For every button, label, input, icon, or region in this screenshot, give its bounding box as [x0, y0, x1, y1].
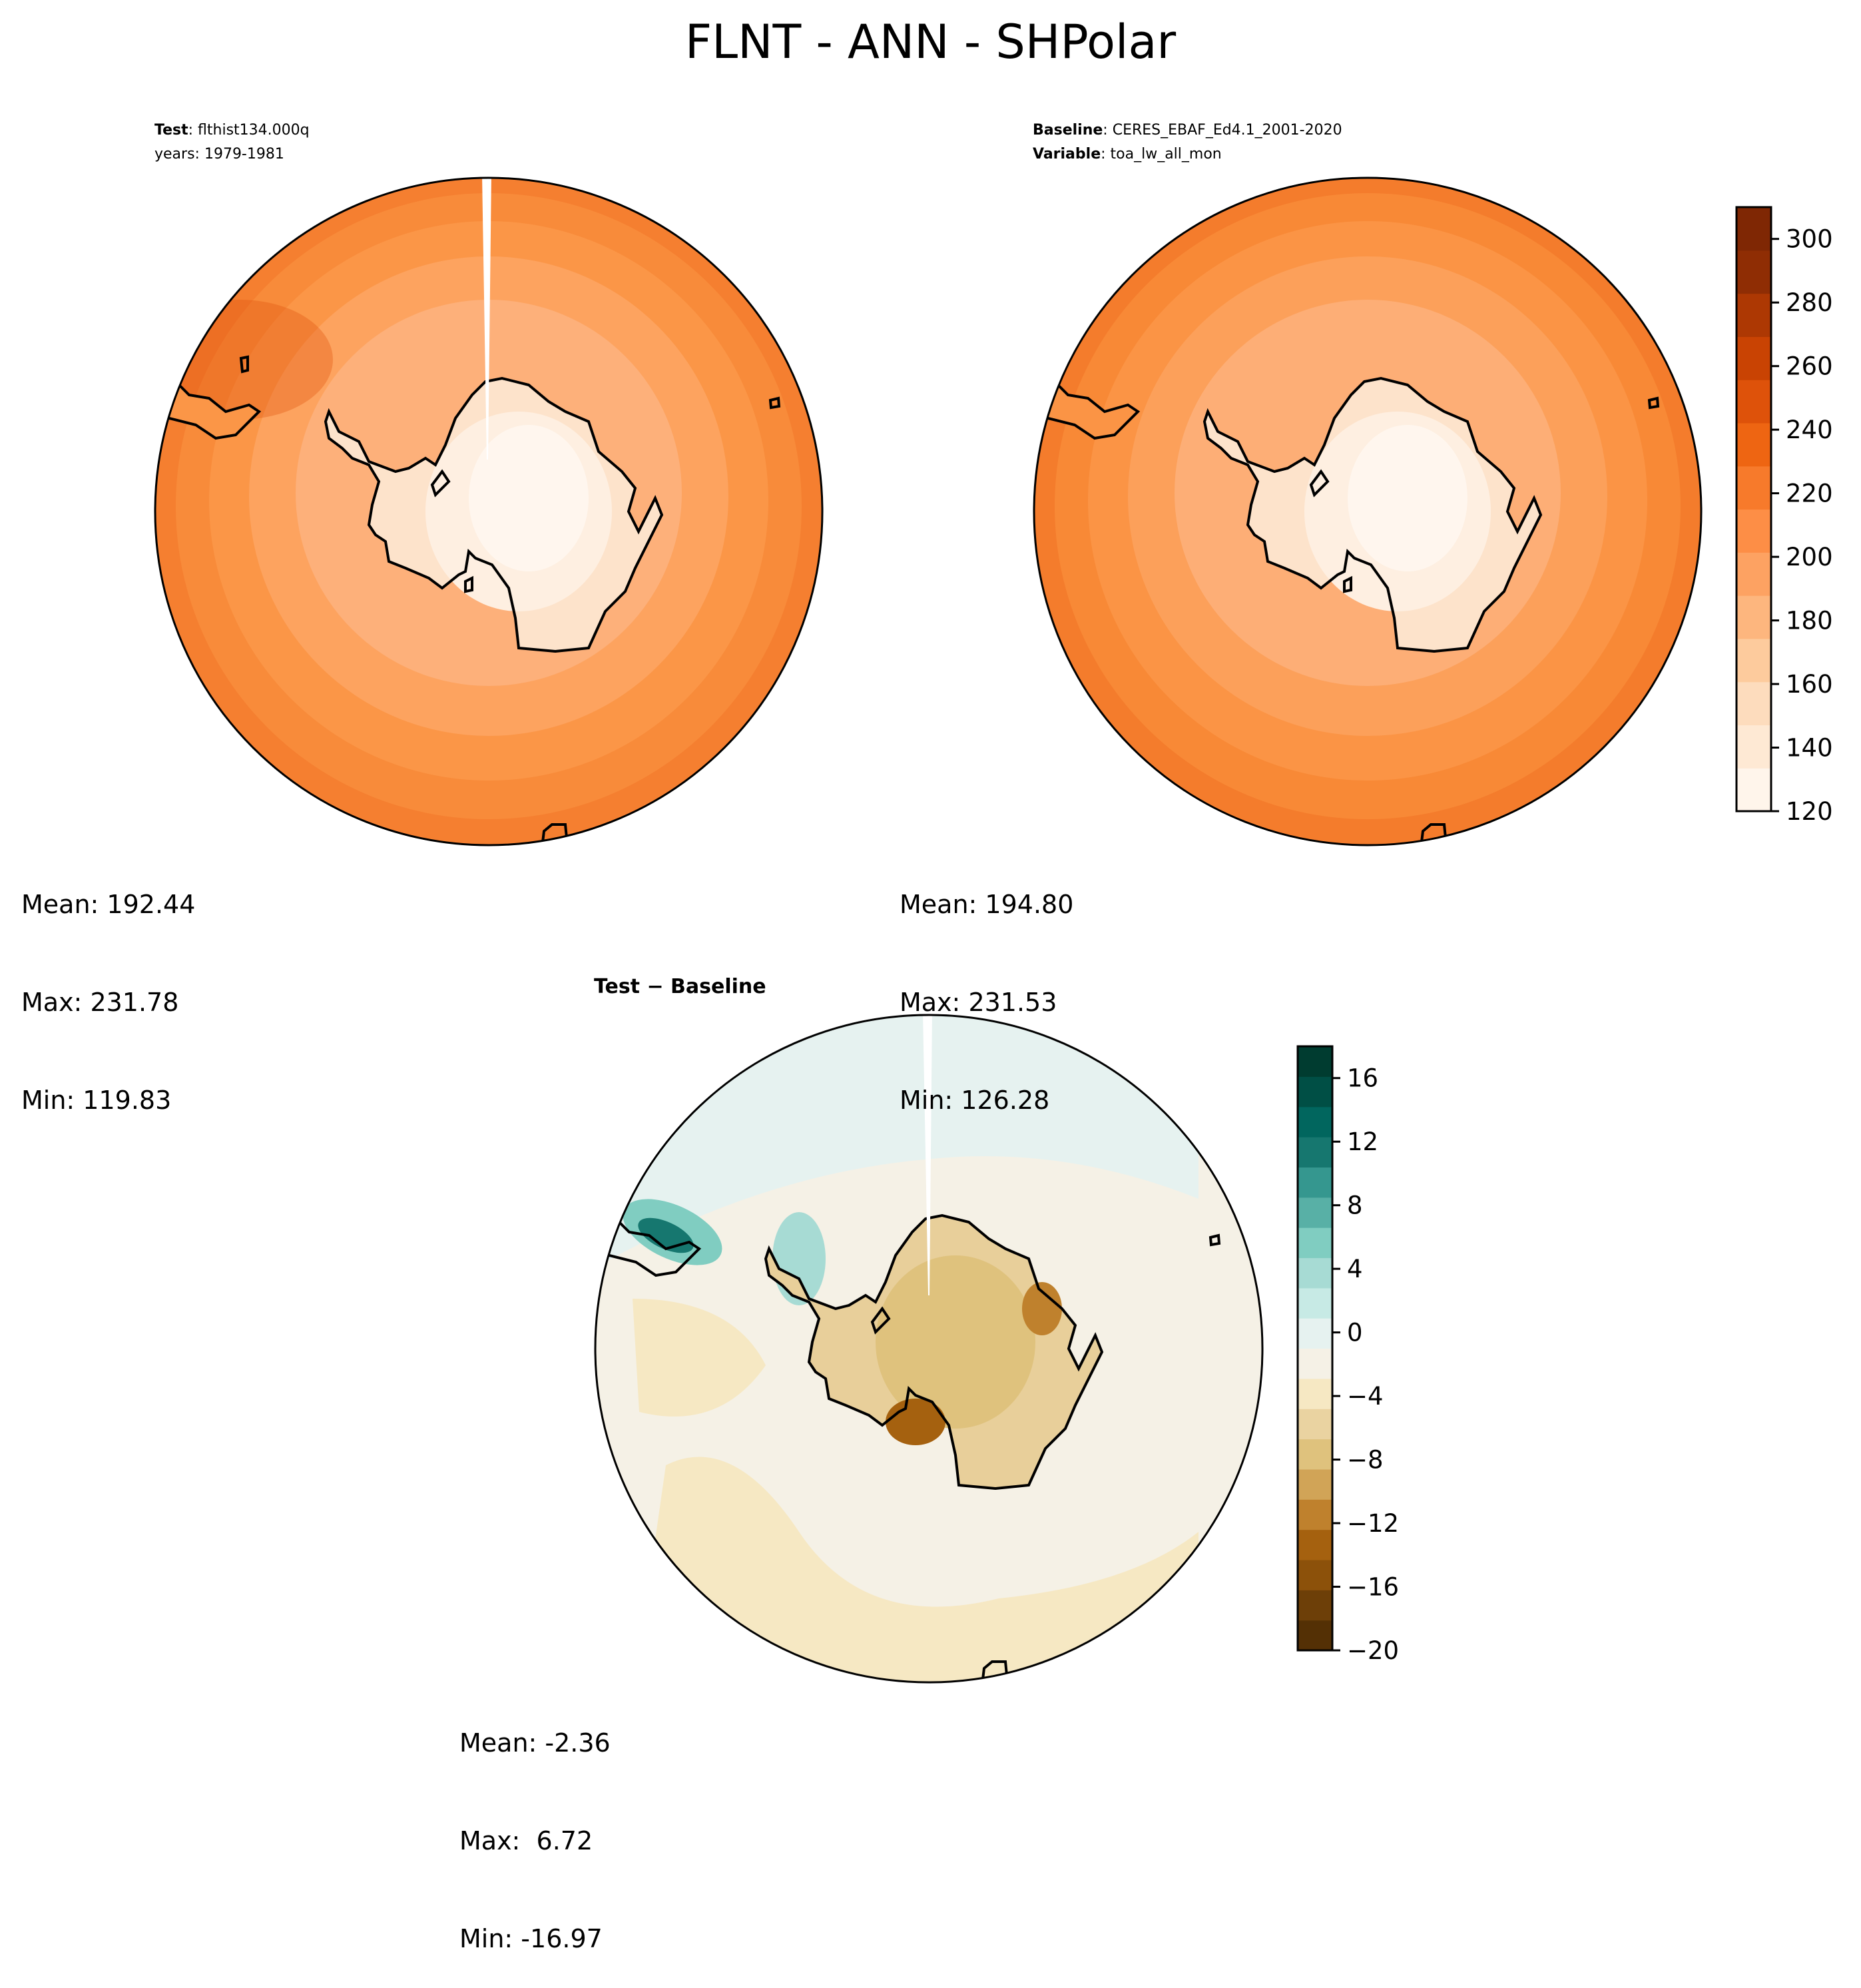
- colorbar-main-swatch: [1736, 207, 1771, 251]
- baseline-mean: Mean: 194.80: [900, 890, 1074, 919]
- test-mean: Mean: 192.44: [21, 890, 196, 919]
- colorbar-diff-tick-label: −16: [1347, 1573, 1399, 1602]
- colorbar-main-swatch: [1736, 422, 1771, 467]
- colorbar-main-swatch: [1736, 293, 1771, 337]
- colorbar-diff-swatch: [1298, 1257, 1332, 1289]
- baseline-header-label: Baseline: [1033, 122, 1103, 139]
- colorbar-main-swatch: [1736, 638, 1771, 683]
- colorbar-diff-swatch: [1298, 1287, 1332, 1319]
- colorbar-diff-tick-label: 8: [1347, 1191, 1363, 1220]
- colorbar-main-swatch: [1736, 595, 1771, 639]
- baseline-header: Baseline: CERES_EBAF_Ed4.1_2001-2020 Var…: [1033, 122, 1342, 163]
- colorbar-main-swatch: [1736, 681, 1771, 726]
- colorbar-main-tick-label: 180: [1786, 607, 1833, 635]
- colorbar-diff-swatch: [1298, 1318, 1332, 1349]
- colorbar-diff-swatch: [1298, 1409, 1332, 1440]
- test-min: Min: 119.83: [21, 1086, 172, 1115]
- colorbar-main-swatch: [1736, 509, 1771, 553]
- colorbar-main-tick-label: 240: [1786, 416, 1833, 444]
- diff-header: Test − Baseline: [594, 975, 766, 998]
- diff-max: Max: 6.72: [459, 1826, 593, 1855]
- diff-min: Min: -16.97: [459, 1924, 603, 1953]
- colorbar-main-swatch: [1736, 336, 1771, 380]
- colorbar-main-tick-label: 140: [1786, 734, 1833, 763]
- colorbar-diff-frame: [1296, 1045, 1334, 1652]
- test-years-label: years: 1979-1981: [154, 146, 284, 163]
- colorbar-diff-tick-label: −8: [1347, 1446, 1384, 1475]
- colorbar-main-swatch: [1736, 380, 1771, 424]
- baseline-max: Max: 231.53: [900, 988, 1057, 1017]
- colorbar-diff-swatch: [1298, 1559, 1332, 1590]
- colorbar-main-tick-label: 160: [1786, 670, 1833, 699]
- colorbar-diff-tick-label: −20: [1347, 1636, 1399, 1665]
- colorbar-diff-tick-label: 4: [1347, 1255, 1363, 1283]
- colorbar-main-frame: [1735, 206, 1772, 813]
- test-max: Max: 231.78: [21, 988, 179, 1017]
- test-header-label: Test: [154, 122, 188, 139]
- test-header: Test: flthist134.000q years: 1979-1981: [154, 119, 310, 166]
- colorbar-diff-swatch: [1298, 1469, 1332, 1500]
- diff-map: [594, 1014, 1264, 1684]
- colorbar-diff-tick-label: −4: [1347, 1382, 1384, 1411]
- colorbar-diff-swatch: [1298, 1590, 1332, 1621]
- colorbar-diff-tick-label: 16: [1347, 1064, 1378, 1093]
- colorbar-diff-swatch: [1298, 1167, 1332, 1198]
- colorbar-diff-tick-label: −12: [1347, 1509, 1399, 1538]
- colorbar-main-tick-label: 300: [1786, 225, 1833, 254]
- colorbar-diff-swatch: [1298, 1076, 1332, 1108]
- colorbar-main-swatch: [1736, 466, 1771, 510]
- colorbar-main: 120 140 160 180 200 220 240 260 280 300: [1735, 206, 1833, 826]
- test-stats: Mean: 192.44 Max: 231.78 Min: 119.83: [21, 823, 195, 1150]
- colorbar-diff-tick-label: 12: [1347, 1128, 1378, 1156]
- colorbar-main-swatch: [1736, 768, 1771, 812]
- colorbar-main-tick-label: 280: [1786, 288, 1833, 317]
- colorbar-main-swatch: [1736, 250, 1771, 294]
- colorbar-diff-tick-label: 0: [1347, 1319, 1363, 1347]
- baseline-min: Min: 126.28: [900, 1086, 1050, 1115]
- colorbar-main-tick-label: 120: [1786, 797, 1833, 826]
- test-map: [154, 176, 824, 846]
- colorbar-main-tick-label: 260: [1786, 352, 1833, 381]
- baseline-stats: Mean: 194.80 Max: 231.53 Min: 126.28: [900, 823, 1073, 1150]
- diff-mean: Mean: -2.36: [459, 1728, 611, 1758]
- test-header-value: flthist134.000q: [198, 122, 310, 139]
- baseline-map: [1033, 176, 1703, 846]
- colorbar-diff-swatch: [1298, 1227, 1332, 1259]
- colorbar-main-tick-label: 220: [1786, 480, 1833, 508]
- colorbar-diff-swatch: [1298, 1137, 1332, 1167]
- colorbar-main-swatch: [1736, 725, 1771, 769]
- colorbar-diff-swatch: [1298, 1348, 1332, 1379]
- colorbar-diff-swatch: [1298, 1620, 1332, 1651]
- colorbar-main-swatch: [1736, 552, 1771, 596]
- baseline-variable-label: Variable: [1033, 146, 1101, 163]
- baseline-variable-value: toa_lw_all_mon: [1110, 146, 1222, 163]
- baseline-header-value: CERES_EBAF_Ed4.1_2001-2020: [1112, 122, 1342, 139]
- colorbar-diff-swatch: [1298, 1197, 1332, 1228]
- colorbar-diff-swatch: [1298, 1499, 1332, 1530]
- colorbar-diff-swatch: [1298, 1439, 1332, 1470]
- colorbar-diff-swatch: [1298, 1378, 1332, 1409]
- colorbar-main-tick-label: 200: [1786, 543, 1833, 571]
- colorbar-diff-swatch: [1298, 1046, 1332, 1077]
- colorbar-diff-swatch: [1298, 1106, 1332, 1138]
- diff-stats: Mean: -2.36 Max: 6.72 Min: -16.97: [459, 1662, 611, 1988]
- figure-title: FLNT - ANN - SHPolar: [684, 15, 1177, 69]
- colorbar-diff-swatch: [1298, 1529, 1332, 1560]
- colorbar-diff: −20 −16 −12 −8 −4 0 4 8 12 16: [1296, 1045, 1399, 1665]
